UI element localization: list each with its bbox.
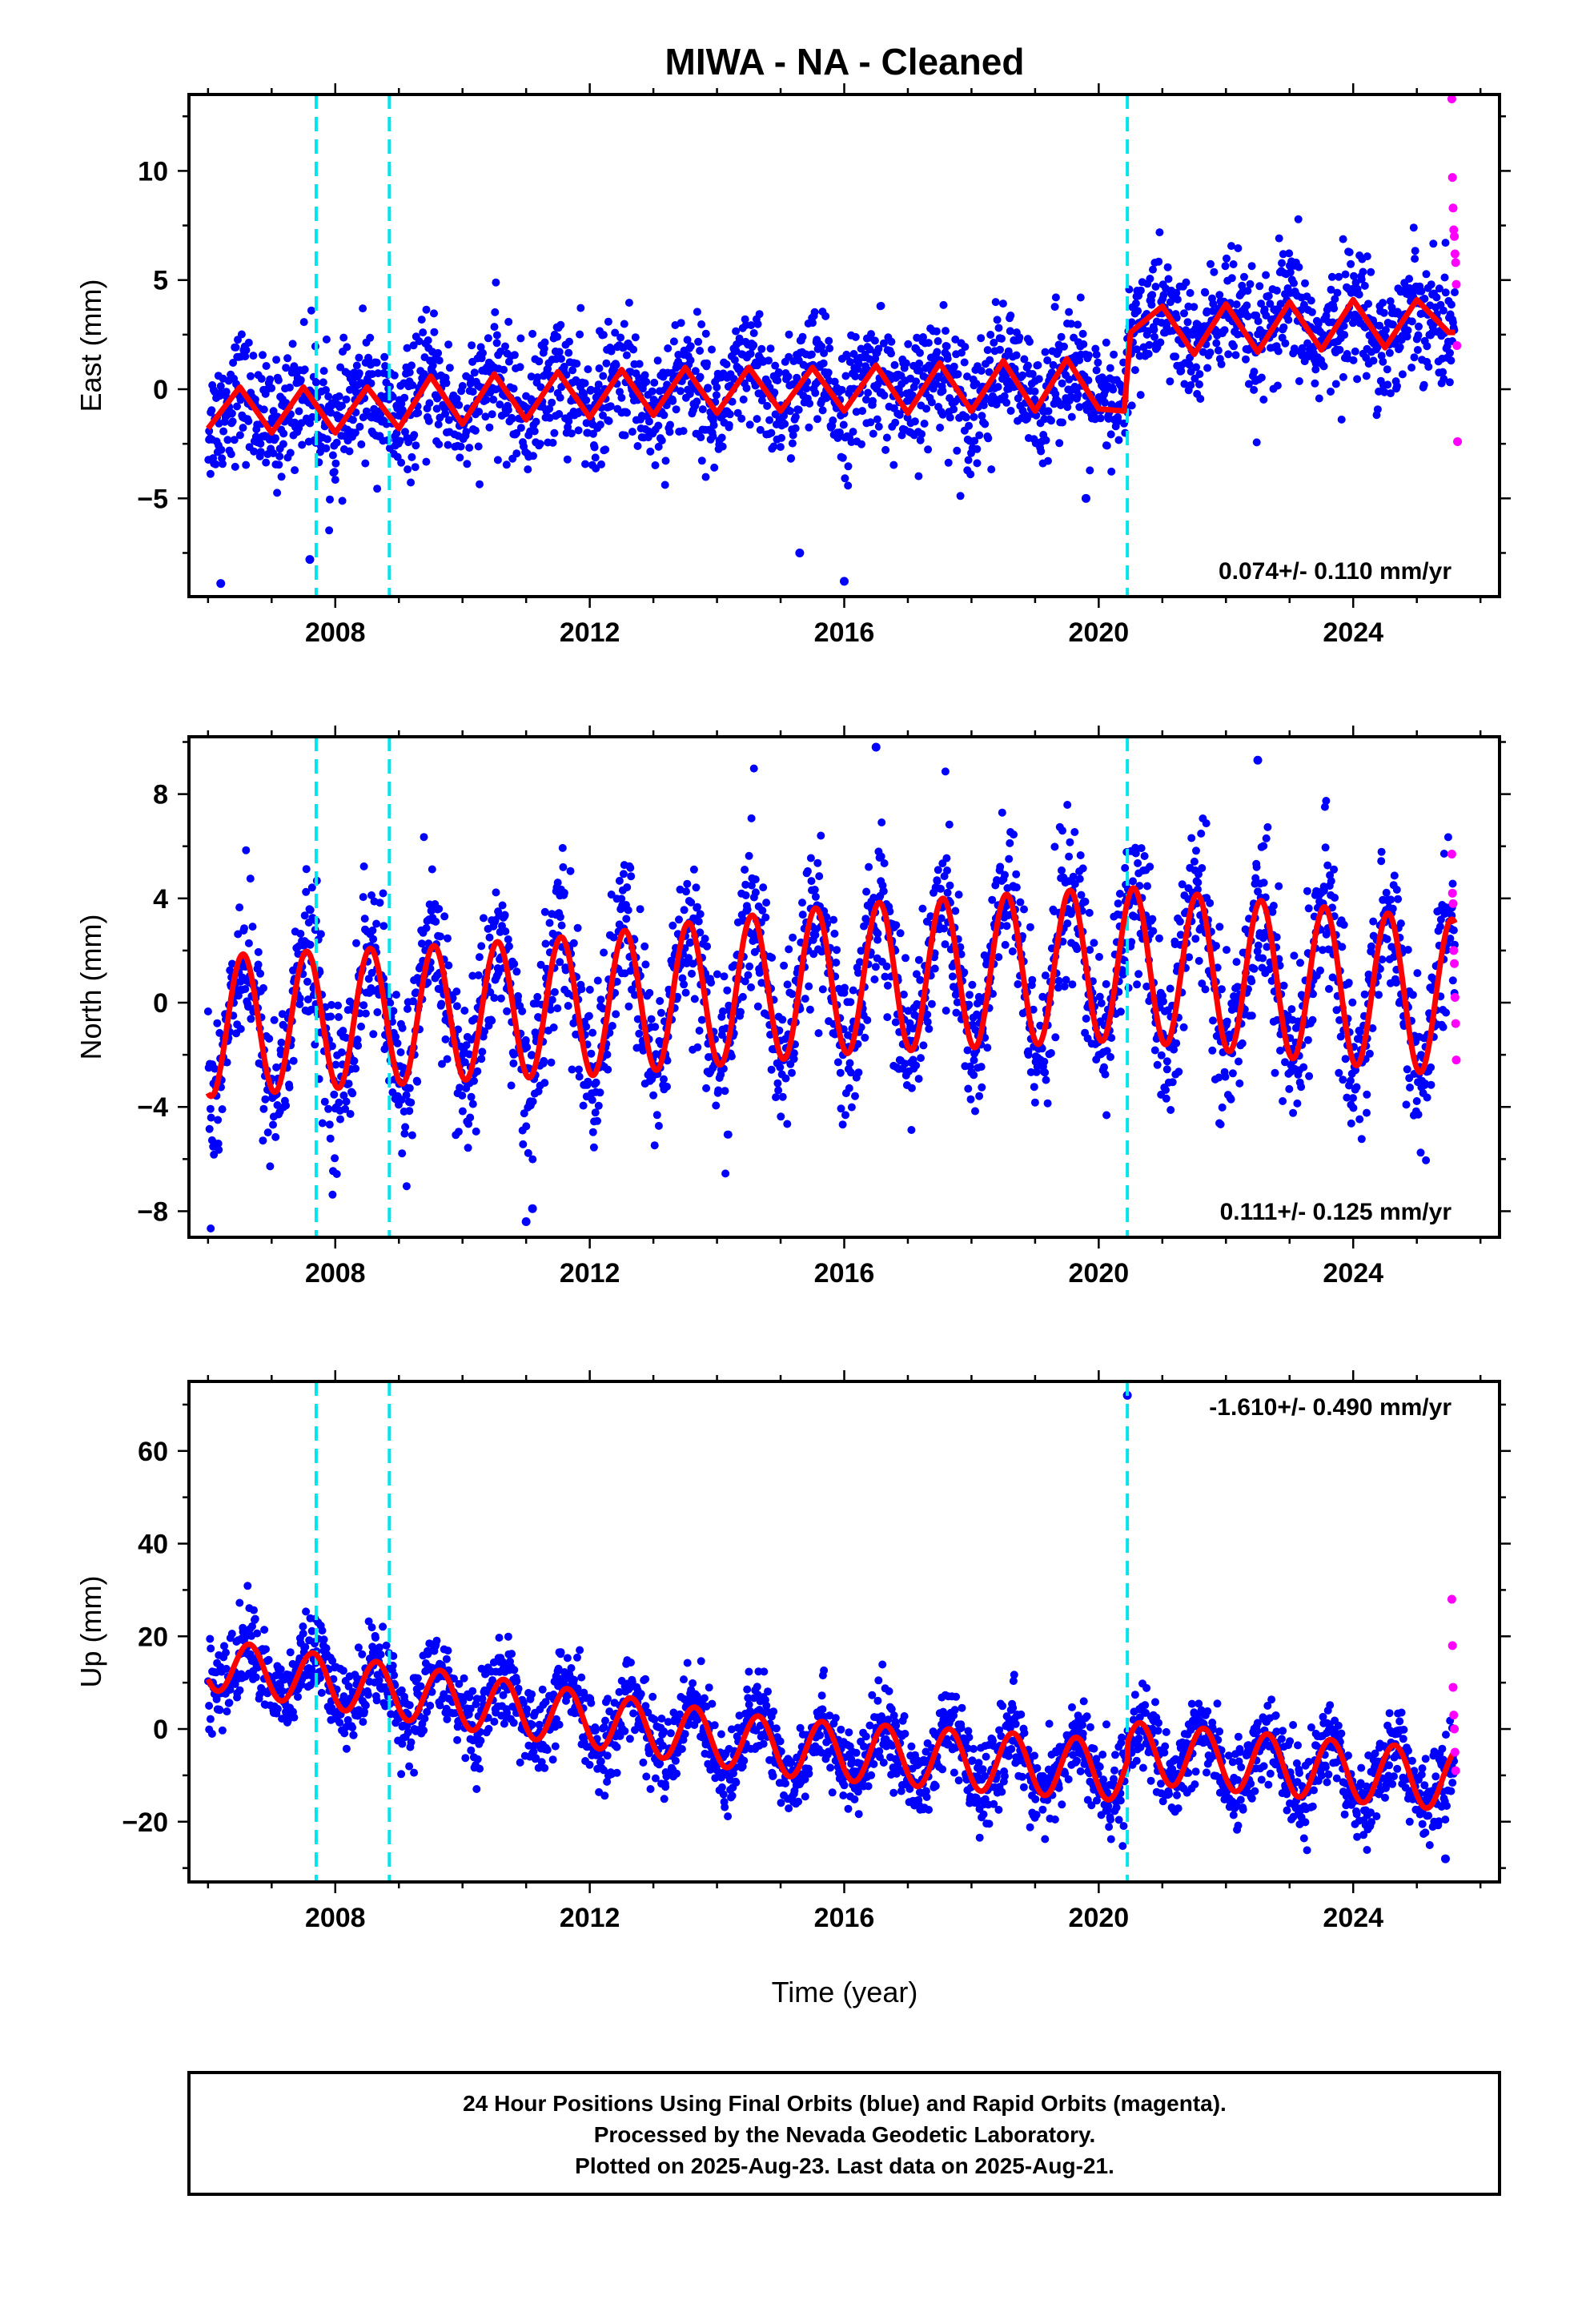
north-rate-label: 0.111+/- 0.125 mm/yr	[1220, 1199, 1452, 1225]
figure-title: MIWA - NA - Cleaned	[665, 41, 1025, 82]
east-panel: 2008 2012 2016 2020 2024 −5 0 5 10 East (mm) 0.074…	[74, 83, 1511, 648]
y-tick-label: 0	[153, 988, 168, 1019]
north-outlier-point	[528, 1204, 537, 1213]
north-outlier-point	[521, 1216, 531, 1226]
x-tick-label: 2012	[560, 1258, 620, 1289]
east-rapid-orbit-point	[1447, 94, 1456, 103]
x-tick-label: 2016	[814, 1903, 875, 1933]
east-y-axis-label: East (mm)	[74, 279, 107, 412]
north-rapid-orbit-point	[1449, 946, 1459, 955]
x-tick-label: 2012	[560, 1903, 620, 1933]
x-axis-label: Time (year)	[772, 1976, 918, 2008]
x-tick-label: 2008	[305, 1903, 366, 1933]
x-tick-label: 2012	[560, 617, 620, 648]
y-tick-label: 8	[153, 780, 168, 810]
east-rapid-orbit-point	[1452, 341, 1462, 350]
north-rapid-orbit-point	[1450, 993, 1460, 1003]
east-outlier-point	[840, 577, 849, 586]
y-tick-label: 5	[153, 266, 168, 296]
up-rapid-orbit-point	[1450, 1747, 1460, 1757]
east-rapid-orbit-point	[1447, 173, 1457, 183]
x-tick-label: 2020	[1069, 1258, 1130, 1289]
y-tick-label: −8	[137, 1196, 168, 1227]
footer-box: 24 Hour Positions Using Final Orbits (bl…	[187, 2071, 1501, 2196]
x-tick-label: 2008	[305, 617, 366, 648]
east-rapid-orbit-point	[1450, 249, 1460, 259]
x-tick-label: 2024	[1323, 617, 1383, 648]
x-tick-label: 2020	[1069, 1903, 1130, 1933]
footer-line-3: Plotted on 2025-Aug-23. Last data on 202…	[575, 2153, 1114, 2178]
up-model-fit-line	[205, 1641, 1458, 1811]
up-panel: 2008 2012 2016 2020 2024 −20 0 20 40 60 Up (mm) -1.…	[74, 1370, 1511, 1933]
x-tick-label: 2024	[1323, 1903, 1383, 1933]
north-rapid-orbit-point	[1450, 959, 1460, 968]
north-rapid-orbit-point	[1447, 888, 1457, 898]
footer-line-1: 24 Hour Positions Using Final Orbits (bl…	[463, 2091, 1227, 2116]
x-tick-label: 2008	[305, 1258, 366, 1289]
y-tick-label: 4	[153, 884, 168, 915]
north-rapid-orbit-point	[1452, 1055, 1461, 1065]
y-tick-label: −4	[137, 1092, 168, 1123]
y-tick-label: 60	[138, 1437, 168, 1467]
east-outlier-point	[795, 548, 805, 557]
east-rapid-orbit-point	[1452, 279, 1461, 289]
up-rapid-orbit-point	[1447, 1641, 1457, 1651]
up-outlier-point	[1440, 1854, 1450, 1864]
y-tick-label: 40	[138, 1530, 168, 1560]
east-rapid-orbit-point	[1448, 203, 1458, 213]
north-rapid-orbit-point	[1448, 899, 1458, 908]
east-outlier-point	[1081, 493, 1090, 503]
east-rapid-orbit-point	[1449, 225, 1459, 235]
east-final-orbit-points	[204, 215, 1459, 535]
east-plot-area	[204, 94, 1463, 597]
east-rapid-orbit-point	[1451, 258, 1460, 267]
east-rate-label: 0.074+/- 0.110 mm/yr	[1219, 558, 1452, 585]
east-model-fit-line	[206, 296, 1458, 436]
x-tick-label: 2024	[1323, 1258, 1383, 1289]
north-rapid-orbit-point	[1451, 1019, 1460, 1028]
up-final-orbit-points	[204, 1582, 1460, 1855]
up-rate-label: -1.610+/- 0.490 mm/yr	[1209, 1394, 1452, 1421]
y-tick-label: 0	[153, 1715, 168, 1745]
east-rapid-orbit-point	[1450, 231, 1460, 241]
north-outlier-point	[871, 742, 881, 752]
east-rapid-orbit-point	[1453, 436, 1463, 446]
y-tick-label: −20	[122, 1807, 168, 1838]
y-tick-label: 20	[138, 1622, 168, 1652]
x-tick-label: 2016	[814, 617, 875, 648]
north-y-axis-label: North (mm)	[74, 915, 107, 1060]
footer-line-2: Processed by the Nevada Geodetic Laborat…	[594, 2122, 1096, 2147]
up-rapid-orbit-point	[1447, 1594, 1456, 1604]
y-tick-label: 10	[138, 156, 168, 187]
x-tick-label: 2016	[814, 1258, 875, 1289]
x-tick-label: 2020	[1069, 617, 1130, 648]
north-plot-area	[203, 737, 1461, 1237]
north-panel: 2008 2012 2016 2020 2024 −8 −4 0 4 8 North (mm) 0.1…	[74, 726, 1511, 1289]
east-outlier-point	[216, 579, 226, 589]
north-model-fit-line	[205, 885, 1458, 1100]
up-y-axis-label: Up (mm)	[74, 1576, 107, 1688]
up-rapid-orbit-point	[1451, 1766, 1460, 1775]
y-tick-label: 0	[153, 375, 168, 405]
north-outlier-point	[1253, 755, 1263, 765]
north-rapid-orbit-point	[1447, 849, 1456, 858]
up-rapid-orbit-point	[1450, 1724, 1460, 1734]
up-plot-area	[204, 1381, 1460, 1882]
y-tick-label: −5	[137, 484, 168, 514]
east-outlier-point	[305, 555, 315, 565]
up-rapid-orbit-point	[1449, 1711, 1459, 1720]
up-rapid-orbit-point	[1448, 1683, 1458, 1692]
